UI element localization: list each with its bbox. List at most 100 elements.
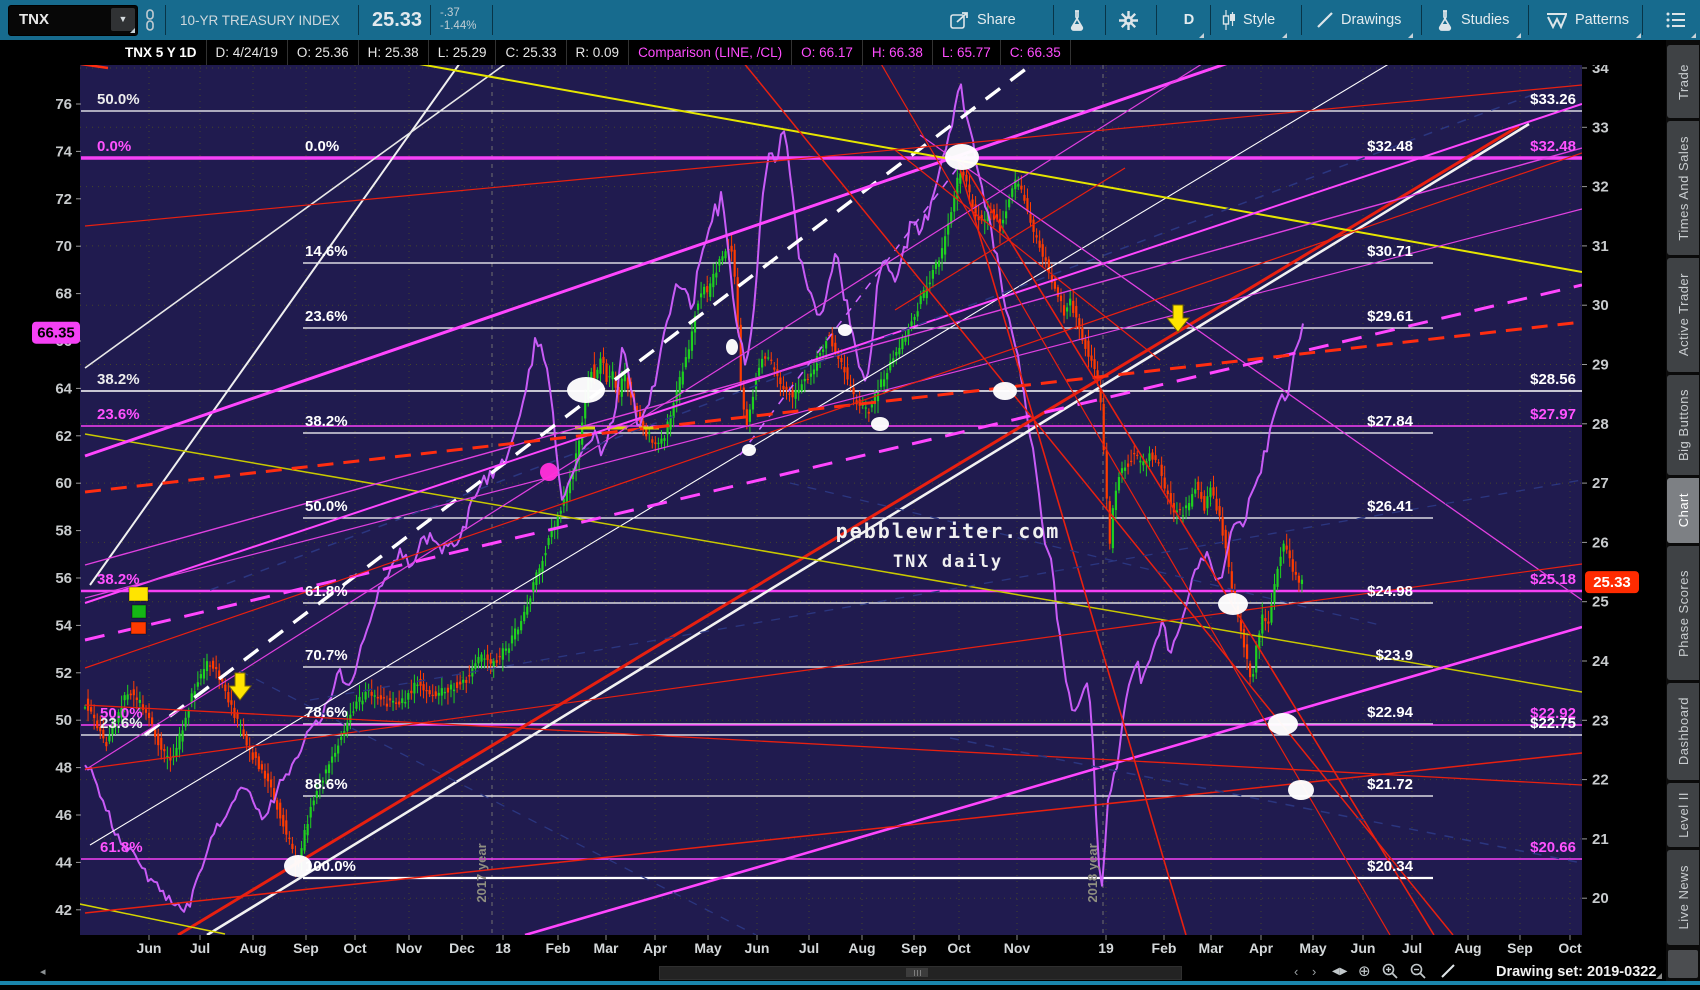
timeframe-button[interactable]: D [1172,0,1206,40]
patterns-button[interactable]: Patterns [1546,0,1643,40]
svg-text:23.6%: 23.6% [305,308,348,325]
style-label: Style [1243,12,1276,28]
x-axis-month-label: Aug [848,940,875,956]
svg-text:68: 68 [55,286,72,303]
settings-button[interactable] [1118,0,1139,40]
scroll-left-arrow-icon[interactable]: ◂ [40,966,46,978]
trendlines [80,65,1582,935]
x-axis-month-label: May [1299,940,1326,956]
svg-text:50: 50 [55,712,72,729]
x-axis-month-label: Feb [546,940,571,956]
svg-text:100.0%: 100.0% [305,858,356,875]
svg-text:31: 31 [1592,238,1609,255]
sidebar-tab-level-ii[interactable]: Level II [1667,783,1699,847]
studies-button[interactable]: Studies [1436,0,1523,40]
svg-text:52: 52 [55,665,72,682]
svg-text:28: 28 [1592,416,1609,433]
window-bottom-edge [0,981,1700,985]
svg-text:50.0%: 50.0% [305,498,348,515]
comparison-price-bubble [32,321,80,344]
ohlc-cell: R: 0.09 [567,40,630,65]
x-axis-month-label: Mar [594,940,619,956]
toolbar-separator [1156,5,1157,35]
symbol-corner-mark [130,28,135,33]
share-label: Share [977,12,1016,28]
svg-text:$23.9: $23.9 [1375,647,1413,664]
pan-icon[interactable]: ⊕ [1358,963,1371,980]
symbol-input[interactable]: TNX ▼ [8,5,138,36]
sidebar-tab-dashboard[interactable]: Dashboard [1667,683,1699,780]
svg-text:62: 62 [55,428,72,445]
prev-icon[interactable]: ‹ [1294,964,1299,979]
chart-menu-button[interactable] [1666,0,1698,40]
svg-text:46: 46 [55,807,72,824]
timeframe-label: D [1183,12,1195,28]
expand-horizontal-icon[interactable]: ◀▶ [1332,966,1348,977]
comparison-cell: O: 66.17 [792,40,863,65]
svg-text:26: 26 [1592,534,1609,551]
patterns-corner-mark [1636,33,1641,38]
svg-text:$22.92: $22.92 [1530,705,1576,722]
svg-text:$20.66: $20.66 [1530,839,1576,856]
svg-text:$29.61: $29.61 [1367,308,1413,325]
svg-text:74: 74 [55,143,72,160]
svg-text:24: 24 [1592,653,1609,670]
draw-line-icon[interactable] [1440,963,1456,984]
svg-text:30: 30 [1592,297,1609,314]
svg-text:70: 70 [55,238,72,255]
svg-text:14.6%: 14.6% [305,243,348,260]
chart-area[interactable]: 2017 year 2018 year pebblewriter.com TNX da… [0,43,1666,985]
change-value: -.37 [440,7,460,19]
zoom-in-icon[interactable] [1382,963,1398,984]
sidebar-tab-trade[interactable]: Trade [1667,45,1699,118]
zoom-out-icon[interactable] [1410,963,1426,984]
svg-text:$26.41: $26.41 [1367,498,1413,515]
sidebar-tab-label: Phase Scores [1675,569,1691,657]
plot-background [80,65,1582,935]
svg-text:61.8%: 61.8% [100,839,143,856]
svg-text:76: 76 [55,96,72,113]
sidebar-tab-times-and-sales[interactable]: Times And Sales [1667,121,1699,255]
svg-text:61.8%: 61.8% [305,583,348,600]
next-icon[interactable]: › [1312,964,1317,979]
drawings-button[interactable]: Drawings [1316,0,1415,40]
svg-text:54: 54 [55,617,72,634]
symbol-dropdown-caret[interactable]: ▼ [111,8,135,31]
share-button[interactable]: Share [950,0,1016,40]
x-axis-month-label: Apr [1249,940,1274,956]
watermark-line1: pebblewriter.com [836,519,1061,543]
x-axis-month-label: Nov [396,940,423,956]
last-price-wrap: 25.33 [372,0,422,40]
svg-text:$27.84: $27.84 [1367,413,1414,430]
chart-canvas[interactable]: 2017 year 2018 year pebblewriter.com TNX da… [0,43,1666,985]
x-axis-month-label: Jun [745,940,770,956]
patterns-label: Patterns [1575,12,1629,28]
drawing-set-selector[interactable]: Drawing set: 2019-0322 [1496,964,1657,980]
comparison-cell: C: 66.35 [1001,40,1071,65]
bottom-bar: ◂ ‹ › ◀▶ ⊕ Drawing set: 2019-0322 [0,963,1666,981]
comparison-cell: H: 66.38 [863,40,933,65]
study-swatch [128,586,149,602]
svg-text:78.6%: 78.6% [305,704,348,721]
link-pill-icon[interactable] [144,0,156,40]
style-button[interactable]: Style [1222,0,1289,40]
chart-scrollbar[interactable] [659,966,1182,980]
sidebar-tab-live-news[interactable]: Live News [1667,850,1699,945]
svg-text:27: 27 [1592,475,1609,492]
tab-column-scroll-nub[interactable] [1668,950,1698,978]
svg-text:$32.48: $32.48 [1530,138,1576,155]
scrollbar-handle[interactable] [906,968,928,977]
x-axis-month-label: Mar [1199,940,1224,956]
sidebar-tab-label: Times And Sales [1675,135,1691,241]
svg-text:50.0%: 50.0% [100,705,143,722]
sidebar-tab-chart[interactable]: Chart [1667,478,1699,543]
menu-corner-mark [1691,33,1696,38]
sidebar-tab-active-trader[interactable]: Active Trader [1667,258,1699,372]
quick-study-button[interactable] [1068,0,1086,40]
svg-text:48: 48 [55,760,72,777]
sidebar-tab-phase-scores[interactable]: Phase Scores [1667,546,1699,680]
pencil-icon [1317,12,1333,28]
toolbar-separator [492,5,493,35]
sidebar-tab-big-buttons[interactable]: Big Buttons [1667,375,1699,475]
